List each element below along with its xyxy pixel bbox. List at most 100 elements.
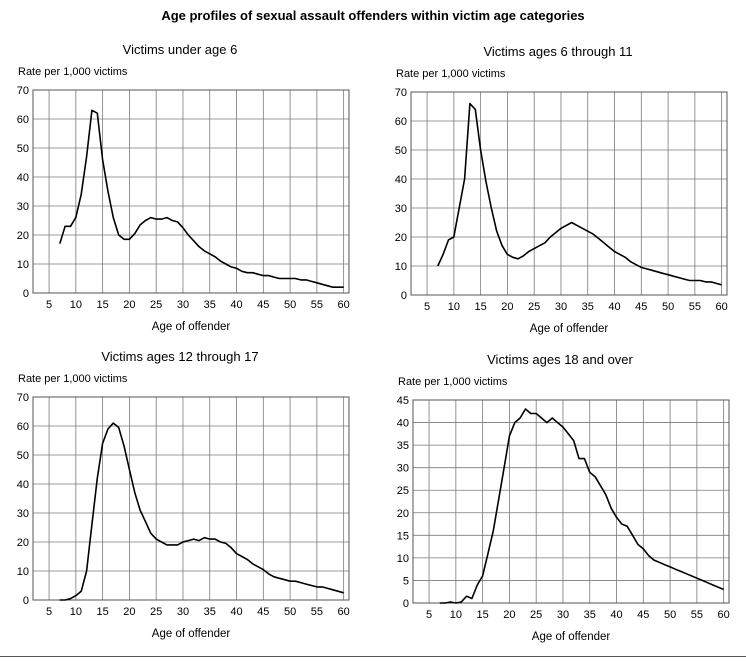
chart-panel-2: Victims ages 6 through 11 Rate per 1,000 … [378, 42, 738, 342]
y-tick-label: 20 [395, 232, 407, 244]
x-tick-label: 15 [97, 299, 109, 311]
y-tick-label: 40 [397, 418, 409, 430]
y-axis-label: Rate per 1,000 victims [398, 376, 508, 388]
x-tick-label: 20 [123, 606, 135, 618]
y-tick-label: 20 [397, 508, 409, 520]
chart-title: Victims under age 6 [123, 42, 238, 57]
y-axis-label: Rate per 1,000 victims [396, 68, 506, 80]
y-tick-label: 60 [395, 116, 407, 128]
x-tick-label: 50 [284, 606, 296, 618]
x-tick-label: 30 [557, 609, 569, 621]
y-tick-label: 40 [395, 174, 407, 186]
x-axis-label: Age of offender [152, 321, 231, 333]
chart-svg: Victims ages 18 and over Rate per 1,000 v… [397, 352, 730, 643]
x-tick-label: 20 [501, 301, 513, 313]
main-title: Age profiles of sexual assault offenders… [161, 8, 585, 23]
x-tick-label: 5 [426, 609, 432, 621]
x-tick-label: 50 [662, 301, 674, 313]
x-tick-label: 25 [150, 299, 162, 311]
chart-title: Victims ages 18 and over [487, 352, 633, 367]
y-tick-label: 0 [403, 598, 409, 610]
series-line [437, 102, 722, 286]
x-tick-label: 35 [584, 609, 596, 621]
x-tick-label: 35 [204, 606, 216, 618]
x-tick-label: 60 [338, 299, 350, 311]
chart-svg: Victims ages 6 through 11 Rate per 1,000 … [395, 44, 728, 335]
y-tick-label: 0 [401, 290, 407, 302]
x-tick-label: 10 [70, 299, 82, 311]
x-tick-label: 20 [123, 299, 135, 311]
x-tick-label: 15 [475, 301, 487, 313]
chart-svg: Victims ages 12 through 17 Rate per 1,000… [17, 349, 350, 640]
x-tick-label: 60 [718, 609, 730, 621]
y-tick-label: 40 [17, 172, 29, 184]
series-line [59, 109, 344, 288]
y-tick-label: 0 [23, 288, 29, 300]
y-tick-label: 30 [397, 463, 409, 475]
x-tick-label: 5 [46, 606, 52, 618]
x-tick-label: 20 [503, 609, 515, 621]
x-tick-label: 55 [689, 301, 701, 313]
y-tick-label: 25 [397, 485, 409, 497]
x-tick-label: 50 [284, 299, 296, 311]
chart-svg: Victims under age 6 Rate per 1,000 victim… [17, 42, 350, 333]
chart-title: Victims ages 12 through 17 [101, 349, 258, 364]
x-tick-label: 15 [477, 609, 489, 621]
x-tick-label: 5 [46, 299, 52, 311]
y-tick-label: 60 [17, 421, 29, 433]
x-tick-label: 35 [204, 299, 216, 311]
y-tick-label: 50 [17, 143, 29, 155]
x-axis-label: Age of offender [532, 631, 611, 643]
x-tick-label: 50 [664, 609, 676, 621]
y-tick-label: 20 [17, 230, 29, 242]
x-tick-label: 25 [528, 301, 540, 313]
x-tick-label: 45 [257, 299, 269, 311]
y-tick-label: 30 [17, 201, 29, 213]
y-axis-label: Rate per 1,000 victims [18, 373, 128, 385]
x-tick-label: 10 [70, 606, 82, 618]
x-tick-label: 10 [450, 609, 462, 621]
y-tick-label: 50 [395, 145, 407, 157]
x-tick-label: 40 [230, 606, 242, 618]
x-tick-label: 30 [177, 606, 189, 618]
y-tick-label: 10 [17, 566, 29, 578]
chart-panel-4: Victims ages 18 and over Rate per 1,000 v… [380, 350, 740, 650]
y-tick-label: 30 [395, 203, 407, 215]
y-tick-label: 35 [397, 440, 409, 452]
y-tick-label: 30 [17, 508, 29, 520]
x-tick-label: 45 [257, 606, 269, 618]
y-tick-label: 70 [17, 85, 29, 97]
x-tick-label: 40 [608, 301, 620, 313]
y-tick-label: 5 [403, 575, 409, 587]
x-axis-label: Age of offender [152, 628, 231, 640]
y-tick-label: 45 [397, 395, 409, 407]
x-tick-label: 5 [424, 301, 430, 313]
chart-panel-1: Victims under age 6 Rate per 1,000 victim… [0, 40, 360, 340]
chart-panel-3: Victims ages 12 through 17 Rate per 1,000… [0, 347, 360, 647]
x-tick-label: 55 [311, 606, 323, 618]
x-tick-label: 60 [338, 606, 350, 618]
plot-frame [410, 91, 728, 296]
y-tick-label: 20 [17, 537, 29, 549]
y-tick-label: 15 [397, 530, 409, 542]
x-tick-label: 35 [582, 301, 594, 313]
x-tick-label: 30 [555, 301, 567, 313]
x-tick-label: 55 [691, 609, 703, 621]
y-tick-label: 40 [17, 479, 29, 491]
x-axis-label: Age of offender [530, 323, 609, 335]
series-line [59, 422, 344, 601]
x-tick-label: 25 [530, 609, 542, 621]
y-tick-label: 50 [17, 450, 29, 462]
y-tick-label: 60 [17, 114, 29, 126]
plot-frame [32, 89, 350, 294]
plot-frame [412, 399, 730, 604]
x-tick-label: 25 [150, 606, 162, 618]
y-tick-label: 10 [395, 261, 407, 273]
y-tick-label: 70 [395, 87, 407, 99]
y-tick-label: 10 [17, 259, 29, 271]
y-tick-label: 10 [397, 553, 409, 565]
y-axis-label: Rate per 1,000 victims [18, 66, 128, 78]
chart-title: Victims ages 6 through 11 [483, 44, 632, 59]
x-tick-label: 55 [311, 299, 323, 311]
x-tick-label: 10 [448, 301, 460, 313]
